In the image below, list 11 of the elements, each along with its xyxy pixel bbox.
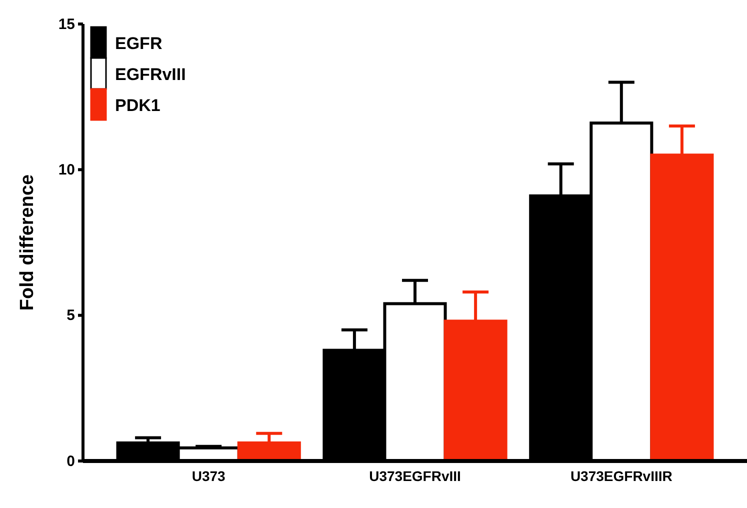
legend-label: EGFRvIII [115,65,186,84]
x-tick-label: U373 [192,468,226,484]
y-axis-title: Fold difference [17,174,38,311]
legend-label: EGFR [115,34,162,53]
legend-label: PDK1 [115,96,160,115]
y-tick-label: 15 [58,16,75,33]
x-tick-label: U373EGFRvIII [369,468,461,484]
y-tick-label: 5 [66,307,75,324]
x-tick-label: U373EGFRvIIIR [570,468,672,484]
y-tick-label: 10 [58,161,75,178]
y-tick-label: 0 [66,452,75,470]
